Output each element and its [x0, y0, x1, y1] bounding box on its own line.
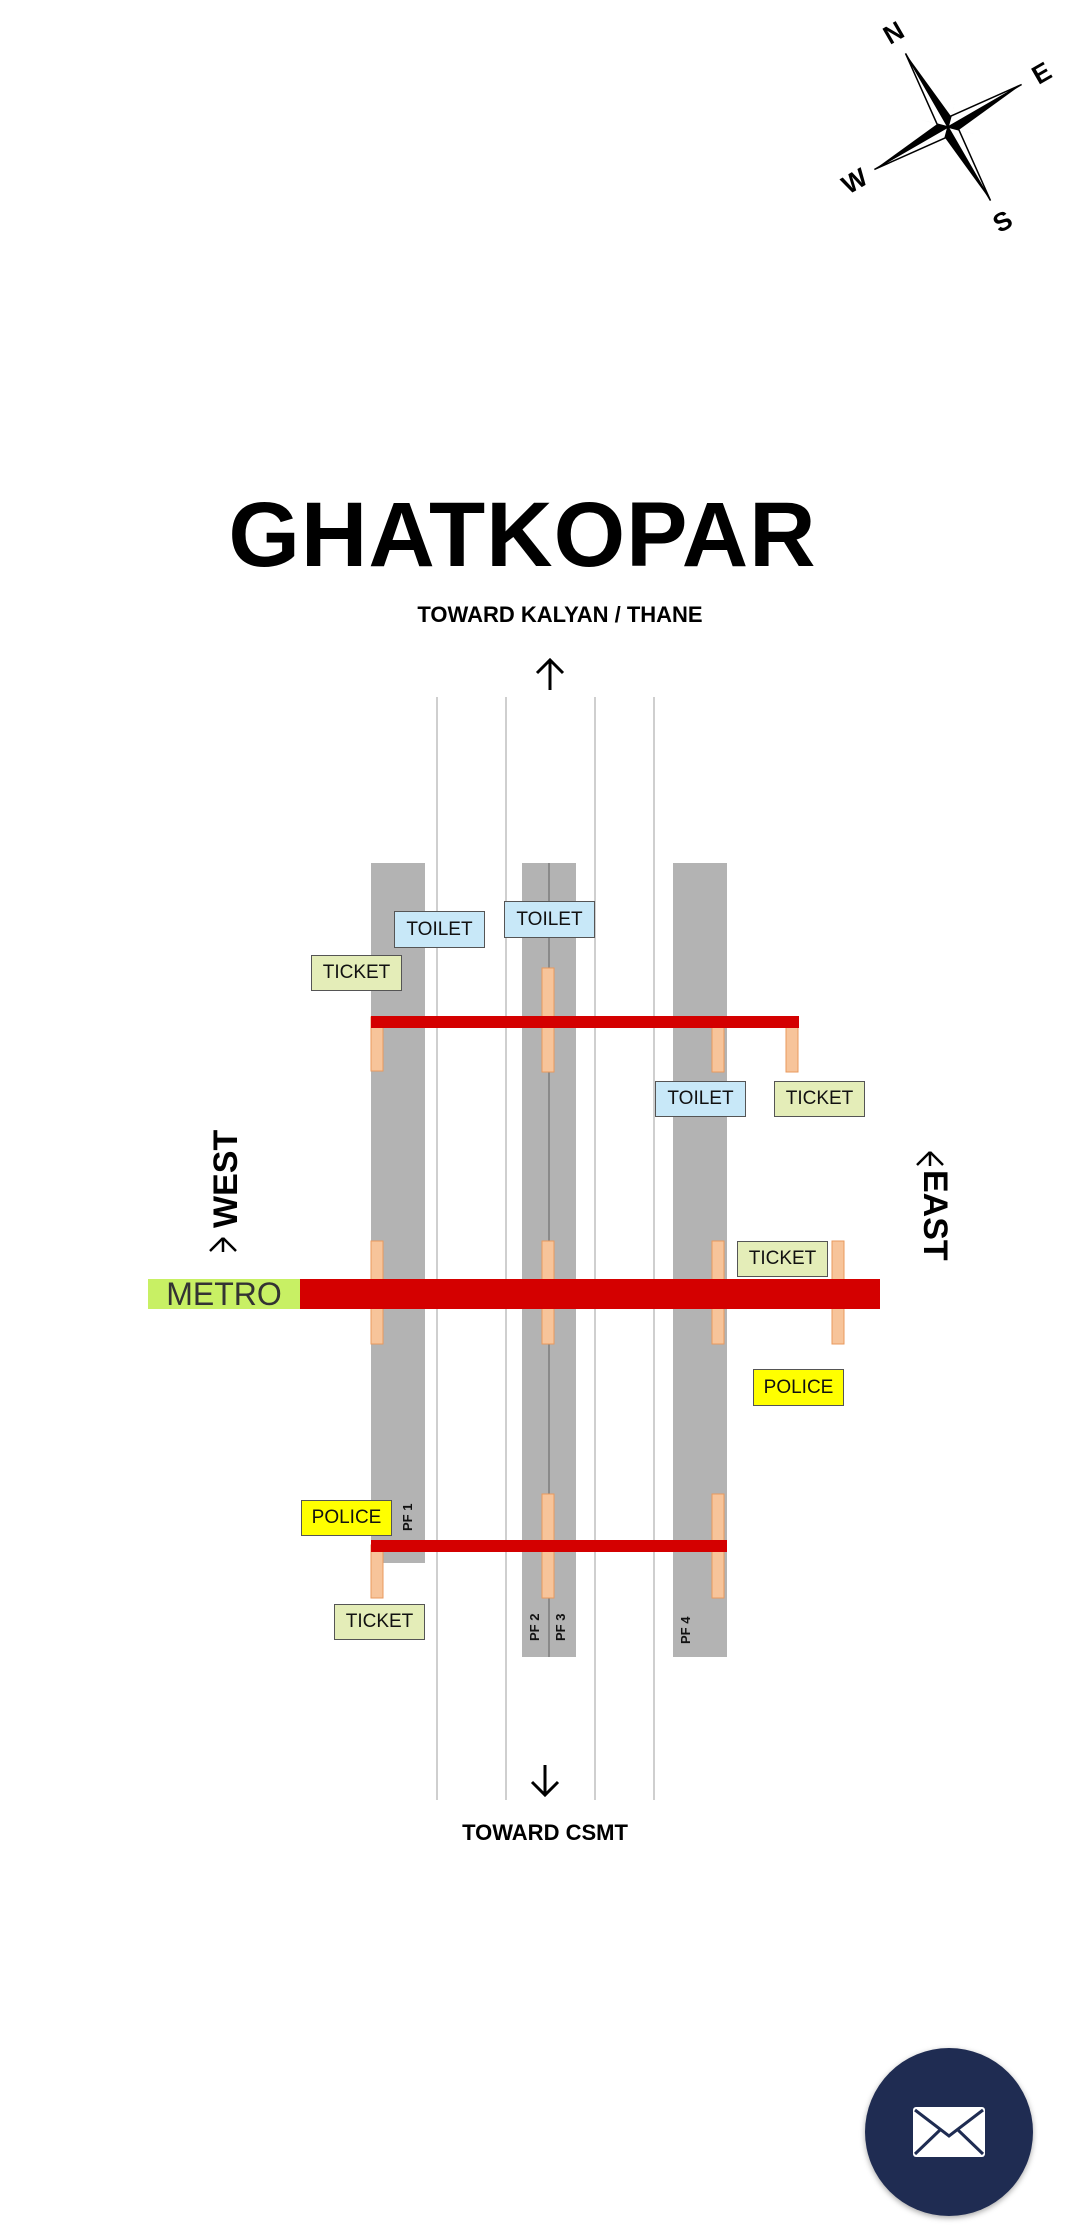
- ticket-box: TICKET: [774, 1081, 865, 1117]
- west-label: WEST: [207, 1129, 245, 1228]
- arrow-east-icon: [916, 1151, 944, 1166]
- toilet-box: TOILET: [504, 901, 595, 938]
- platform-1-label: PF 1: [400, 1503, 415, 1531]
- ticket-box: TICKET: [737, 1241, 828, 1277]
- bridge-south: [371, 1540, 727, 1552]
- bridge-north: [371, 1016, 799, 1028]
- toward-north-label: TOWARD KALYAN / THANE: [417, 602, 703, 627]
- toward-south-label: TOWARD CSMT: [462, 1820, 628, 1845]
- police-box: POLICE: [301, 1500, 392, 1536]
- east-label: EAST: [916, 1170, 954, 1261]
- mail-icon: [913, 2107, 985, 2157]
- platform-3-label: PF 3: [553, 1613, 568, 1641]
- stair: [370, 1544, 384, 1599]
- mail-button[interactable]: [865, 2048, 1033, 2216]
- tracks: [436, 697, 655, 1800]
- stair: [711, 1021, 725, 1073]
- compass-icon: N E S W: [836, 15, 1057, 239]
- ticket-box: TICKET: [311, 955, 402, 991]
- compass-n: N: [878, 15, 909, 50]
- compass-w: W: [836, 162, 873, 200]
- bridge-middle: [300, 1279, 880, 1309]
- metro-box: METRO: [148, 1276, 300, 1312]
- platform-4-label: PF 4: [678, 1616, 693, 1644]
- toilet-box: TOILET: [394, 911, 485, 948]
- station-title: GHATKOPAR: [228, 484, 817, 586]
- arrow-up-icon: [535, 657, 565, 690]
- arrow-down-icon: [530, 1765, 560, 1798]
- platform-2-label: PF 2: [527, 1613, 542, 1641]
- arrow-west-icon: [209, 1237, 237, 1252]
- police-box: POLICE: [753, 1369, 844, 1406]
- compass-e: E: [1027, 56, 1057, 91]
- toilet-box: TOILET: [655, 1081, 746, 1117]
- stair: [785, 1021, 799, 1073]
- compass-s: S: [987, 204, 1017, 239]
- ticket-box: TICKET: [334, 1604, 425, 1640]
